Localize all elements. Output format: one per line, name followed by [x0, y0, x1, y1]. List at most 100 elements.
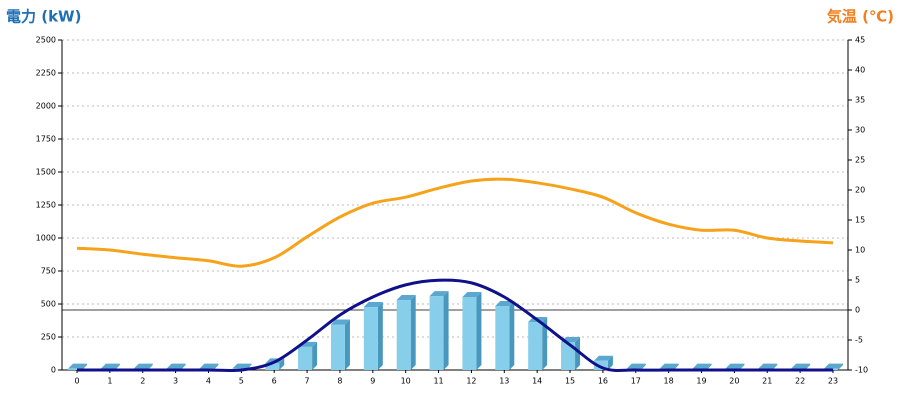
bar-top: [791, 363, 811, 369]
x-tick-label: 7: [305, 377, 310, 386]
y2-tick-label: 25: [855, 156, 865, 165]
bar-side: [344, 319, 350, 370]
bar-side: [377, 302, 383, 370]
bar: [561, 342, 576, 370]
x-tick-label: 6: [272, 377, 277, 386]
bar-top: [363, 302, 383, 308]
bar-side: [82, 363, 87, 370]
bar-side: [279, 358, 285, 370]
bar-side: [542, 316, 548, 370]
y2-tick-label: 15: [855, 216, 865, 225]
bar-side: [739, 363, 745, 370]
bar-side: [607, 355, 613, 370]
bar-side: [838, 363, 843, 370]
y-tick-label: 0: [51, 366, 56, 375]
bar-top: [462, 292, 482, 298]
bar-top: [232, 363, 252, 369]
y2-tick-label: -10: [855, 366, 868, 375]
bar-top: [659, 363, 679, 369]
bar-side: [575, 337, 581, 370]
bar-top: [199, 363, 219, 369]
bar-top: [68, 363, 87, 369]
line: [76, 278, 833, 373]
x-tick-label: 4: [206, 377, 211, 386]
bar-side: [640, 363, 646, 370]
bar: [593, 360, 608, 370]
bar: [265, 363, 280, 370]
x-tick-label: 23: [828, 377, 838, 386]
bar-side: [476, 292, 482, 370]
x-tick-label: 22: [795, 377, 805, 386]
y-tick-label: 2000: [36, 102, 56, 111]
x-tick-label: 19: [696, 377, 706, 386]
x-tick-label: 8: [337, 377, 342, 386]
bar: [528, 321, 543, 370]
bar: [429, 296, 444, 370]
x-tick-label: 12: [466, 377, 476, 386]
bar-side: [312, 341, 318, 370]
bar-top: [100, 363, 120, 369]
y2-tick-label: 40: [855, 66, 865, 75]
x-tick-label: 3: [173, 377, 178, 386]
y-tick-label: 750: [41, 267, 56, 276]
y-tick-label: 2500: [36, 36, 56, 45]
bar-top: [133, 363, 153, 369]
bar-top: [166, 363, 186, 369]
bar-side: [114, 363, 120, 370]
y-tick-label: 500: [41, 300, 56, 309]
x-tick-label: 18: [664, 377, 674, 386]
x-tick-label: 13: [499, 377, 509, 386]
x-tick-label: 20: [729, 377, 739, 386]
bar-side: [706, 363, 712, 370]
bar-top: [725, 363, 745, 369]
bar-top: [626, 363, 646, 369]
bar-side: [180, 363, 186, 370]
bar: [363, 307, 378, 370]
bar-side: [805, 363, 811, 370]
bar-top: [824, 363, 843, 369]
bar-top: [330, 319, 350, 325]
bar-side: [443, 291, 449, 370]
y2-tick-label: 20: [855, 186, 865, 195]
y-tick-label: 1750: [36, 135, 56, 144]
y2-tick-label: 45: [855, 36, 865, 45]
y-tick-label: 250: [41, 333, 56, 342]
bar-top: [758, 363, 778, 369]
y2-tick-label: 5: [855, 276, 860, 285]
x-tick-label: 5: [239, 377, 244, 386]
bar-side: [772, 363, 778, 370]
y2-tick-label: 35: [855, 96, 865, 105]
y2-tick-label: 30: [855, 126, 865, 135]
bar: [68, 368, 82, 370]
x-tick-label: 14: [532, 377, 542, 386]
line: [76, 177, 834, 268]
y-tick-label: 1000: [36, 234, 56, 243]
x-tick-label: 21: [762, 377, 772, 386]
x-tick-label: 15: [565, 377, 575, 386]
bar-top: [429, 291, 449, 297]
x-tick-label: 2: [140, 377, 145, 386]
bar-top: [396, 295, 416, 301]
y-axis-label: 電力 (kW): [6, 8, 81, 26]
y-tick-label: 2250: [36, 69, 56, 78]
y-tick-label: 1250: [36, 201, 56, 210]
bar-side: [509, 300, 515, 370]
y-tick-label: 1500: [36, 168, 56, 177]
y2-axis-label: 気温 (℃): [827, 8, 894, 26]
bar-side: [147, 363, 153, 370]
x-tick-label: 10: [401, 377, 411, 386]
x-tick-label: 0: [74, 377, 79, 386]
bar-top: [593, 355, 613, 361]
bar: [495, 305, 510, 370]
x-tick-label: 16: [598, 377, 608, 386]
bar-top: [692, 363, 712, 369]
bar: [298, 346, 313, 370]
x-tick-label: 1: [107, 377, 112, 386]
bar-side: [213, 363, 219, 370]
bar-top: [495, 300, 515, 306]
bar-side: [673, 363, 679, 370]
bar-side: [410, 295, 416, 370]
x-tick-label: 17: [631, 377, 641, 386]
bar: [462, 297, 477, 370]
